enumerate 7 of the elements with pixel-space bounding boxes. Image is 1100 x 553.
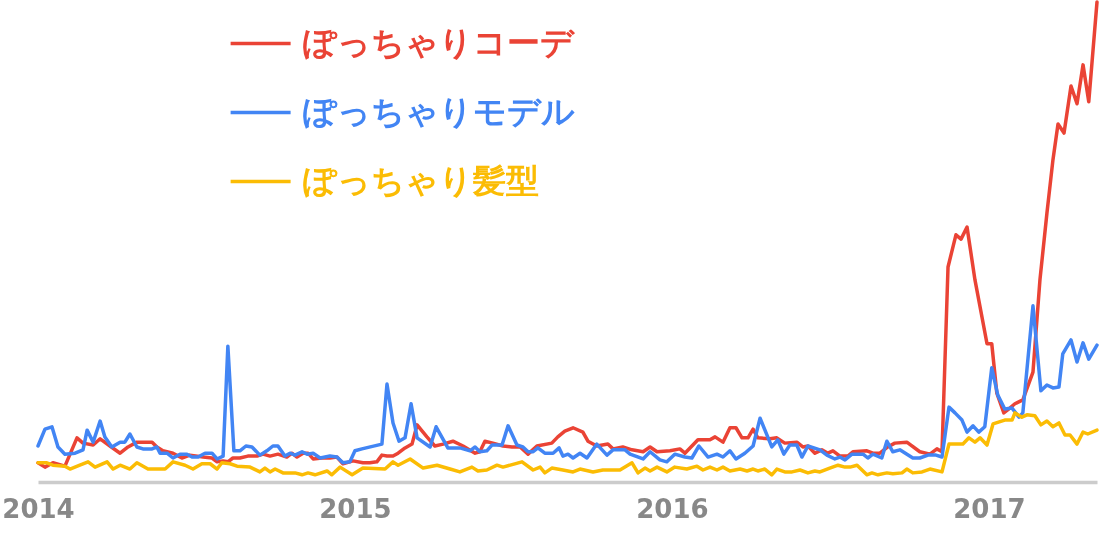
legend-label: ぽっちゃりコーデ bbox=[302, 22, 576, 62]
legend-label: ぽっちゃりモデル bbox=[302, 91, 575, 131]
x-tick-label: 2014 bbox=[2, 493, 75, 524]
x-tick-label: 2017 bbox=[953, 493, 1026, 524]
x-tick-label: 2015 bbox=[319, 493, 392, 524]
x-tick-label: 2016 bbox=[636, 493, 709, 524]
legend-label: ぽっちゃり髪型 bbox=[302, 160, 539, 200]
